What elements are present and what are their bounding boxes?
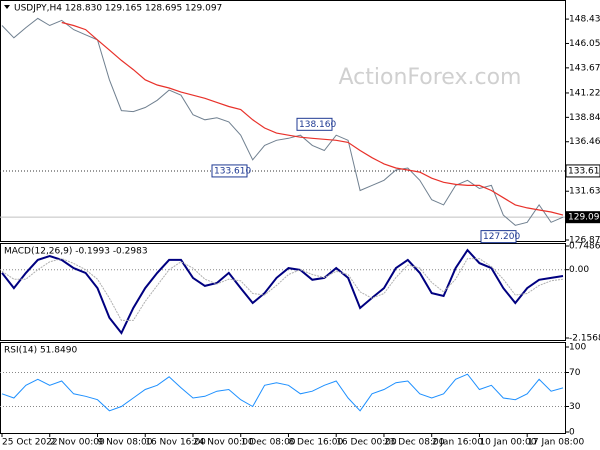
x-tick-label: 16 Nov 16:00 <box>145 438 206 448</box>
last-price-label: 129.097 <box>568 213 600 223</box>
y-tick-label: 141.220 <box>569 88 600 98</box>
y-tick-label: 0.7486 <box>569 242 600 252</box>
menu-icon <box>4 5 10 9</box>
y-tick-label: 126.870 <box>569 236 600 246</box>
x-tick-label: 1 Dec 08:00 <box>241 438 296 448</box>
level-label: 133.610 <box>568 166 600 176</box>
annotation-box <box>296 117 333 131</box>
main-frame <box>0 0 566 242</box>
watermark: ActionForex.com <box>339 65 522 90</box>
rsi-title: RSI(14) 51.8490 <box>4 346 77 356</box>
annotation-label: 138.160 <box>299 120 336 130</box>
series-line <box>1 17 564 226</box>
y-tick-label: -2.1568 <box>569 334 600 344</box>
x-tick-label: 10 Jan 00:00 <box>479 438 536 448</box>
x-tick-label: 9 Nov 08:00 <box>97 438 152 448</box>
y-tick-label: 146.050 <box>569 39 600 49</box>
y-tick-label: 148.430 <box>569 15 600 25</box>
annotation-box <box>211 164 248 178</box>
macd-title: MACD(12,26,9) -0.1993 -0.2983 <box>4 247 148 257</box>
y-tick-label: 70 <box>569 368 581 378</box>
x-tick-label: 2 Jan 16:00 <box>432 438 484 448</box>
annotation-label: 133.610 <box>214 166 251 176</box>
level-label-box <box>565 164 600 178</box>
chart-title: USDJPY,H4 128.830 129.165 128.695 129.09… <box>14 4 222 14</box>
last-price-box <box>566 211 600 224</box>
y-tick-label: 0 <box>569 428 575 438</box>
rsi-frame <box>0 342 566 434</box>
x-tick-label: 2 Nov 00:00 <box>50 438 105 448</box>
series-line <box>61 21 564 216</box>
y-tick-label: 131.630 <box>569 187 600 197</box>
y-tick-label: 143.670 <box>569 63 600 73</box>
y-tick-label: 138.840 <box>569 113 600 123</box>
series-line <box>1 373 564 412</box>
x-tick-label: 8 Dec 16:00 <box>288 438 343 448</box>
y-tick-label: 30 <box>569 402 581 412</box>
y-tick-label: 100 <box>569 343 586 353</box>
x-tick-label: 25 Oct 2022 <box>2 438 58 448</box>
series-line <box>1 248 564 335</box>
series-line <box>1 258 564 321</box>
x-tick-label: 16 Dec 00:00 <box>336 438 397 448</box>
y-tick-label: 136.460 <box>569 137 600 147</box>
x-tick-label: 23 Dec 08:00 <box>384 438 445 448</box>
x-tick-label: 17 Jan 08:00 <box>527 438 584 448</box>
macd-frame <box>0 243 566 341</box>
annotation-label: 127.200 <box>483 232 520 242</box>
x-tick-label: 24 Nov 00:00 <box>193 438 254 448</box>
y-tick-label: 0.00 <box>569 265 589 275</box>
annotation-box <box>480 230 517 244</box>
